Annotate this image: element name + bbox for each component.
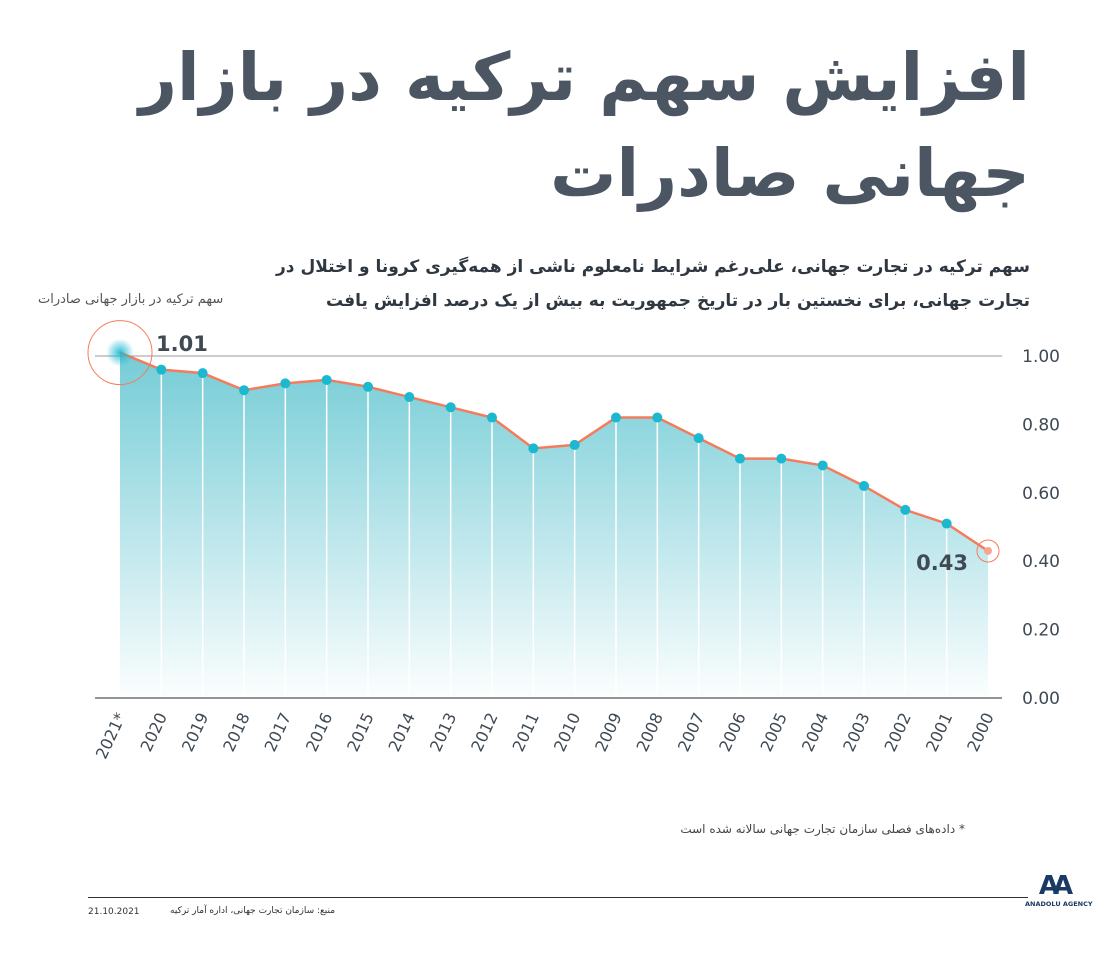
x-tick-label: 2002 xyxy=(881,710,915,755)
x-tick-label: 2001 xyxy=(922,710,956,755)
data-point xyxy=(363,381,373,392)
data-point xyxy=(859,480,869,491)
data-point xyxy=(735,453,745,464)
y-tick-label: 0.80 xyxy=(1022,415,1060,435)
x-tick-label: 2019 xyxy=(178,710,212,755)
data-point xyxy=(487,412,497,423)
page-title: افزایش سهم ترکیه در بازار جهانی صادرات xyxy=(139,39,1030,212)
x-tick-label: 2000 xyxy=(963,710,997,755)
x-tick-label: 2010 xyxy=(550,710,584,755)
x-tick-label: 2009 xyxy=(591,710,625,755)
x-tick-label: 2020 xyxy=(137,710,171,755)
x-tick-label: 2008 xyxy=(633,710,667,755)
logo-mark: AA xyxy=(1038,871,1073,901)
data-point xyxy=(611,412,621,423)
x-tick-label: 2011 xyxy=(509,710,543,755)
y-tick-label: 0.00 xyxy=(1022,689,1060,709)
x-tick-label: 2013 xyxy=(426,710,460,755)
data-point xyxy=(776,453,787,464)
glow-2021 xyxy=(106,338,134,367)
x-tick-label: 2016 xyxy=(302,710,336,755)
data-point xyxy=(693,433,704,444)
data-point xyxy=(321,374,332,385)
data-point xyxy=(156,364,167,375)
data-point xyxy=(900,504,911,515)
x-tick-label: 2021* xyxy=(92,710,130,762)
x-tick-label: 2004 xyxy=(798,710,832,755)
data-point xyxy=(941,518,952,529)
logo-name: ANADOLU AGENCY xyxy=(1025,900,1093,908)
x-tick-label: 2003 xyxy=(839,710,873,755)
data-point xyxy=(445,402,456,413)
data-point xyxy=(984,546,992,555)
data-point xyxy=(652,412,663,423)
data-point xyxy=(817,460,828,471)
data-label-first: 1.01 xyxy=(156,332,208,356)
x-tick-label: 2012 xyxy=(467,710,501,755)
y-axis-label: سهم ترکیه در بازار جهانی صادرات xyxy=(38,292,224,307)
data-point xyxy=(569,439,580,450)
area-fill xyxy=(120,352,988,698)
y-tick-label: 0.20 xyxy=(1022,621,1060,641)
y-tick-label: 0.60 xyxy=(1022,484,1060,504)
x-tick-label: 2014 xyxy=(385,710,419,755)
highlight-circle-2021 xyxy=(87,320,153,386)
x-tick-label: 2005 xyxy=(757,710,791,755)
data-point xyxy=(197,368,208,379)
anadolu-logo: AA ANADOLU AGENCY xyxy=(1025,871,1093,908)
x-tick-label: 2018 xyxy=(219,710,253,755)
data-point xyxy=(528,443,539,454)
highlight-circle-2000 xyxy=(976,539,1000,563)
y-tick-label: 1.00 xyxy=(1022,347,1060,367)
data-point xyxy=(404,392,415,403)
x-tick-label: 2007 xyxy=(674,710,708,755)
x-tick-label: 2015 xyxy=(343,710,377,755)
x-tick-label: 2006 xyxy=(715,710,749,755)
footer-divider xyxy=(88,897,1028,898)
source-text: منبع: سازمان تجارت جهانی، اداره آمار ترک… xyxy=(170,906,336,916)
data-point xyxy=(239,385,249,396)
data-point xyxy=(280,378,291,389)
subtitle: سهم ترکیه در تجارت جهانی، علی‌رغم شرایط … xyxy=(276,257,1030,311)
y-tick-label: 0.40 xyxy=(1022,552,1060,572)
series-line xyxy=(119,351,989,552)
x-tick-label: 2017 xyxy=(261,710,295,755)
publish-date: 21.10.2021 xyxy=(88,907,140,917)
footnote: * داده‌های فصلی سازمان تجارت جهانی سالان… xyxy=(680,822,965,836)
data-label-last: 0.43 xyxy=(916,551,968,575)
